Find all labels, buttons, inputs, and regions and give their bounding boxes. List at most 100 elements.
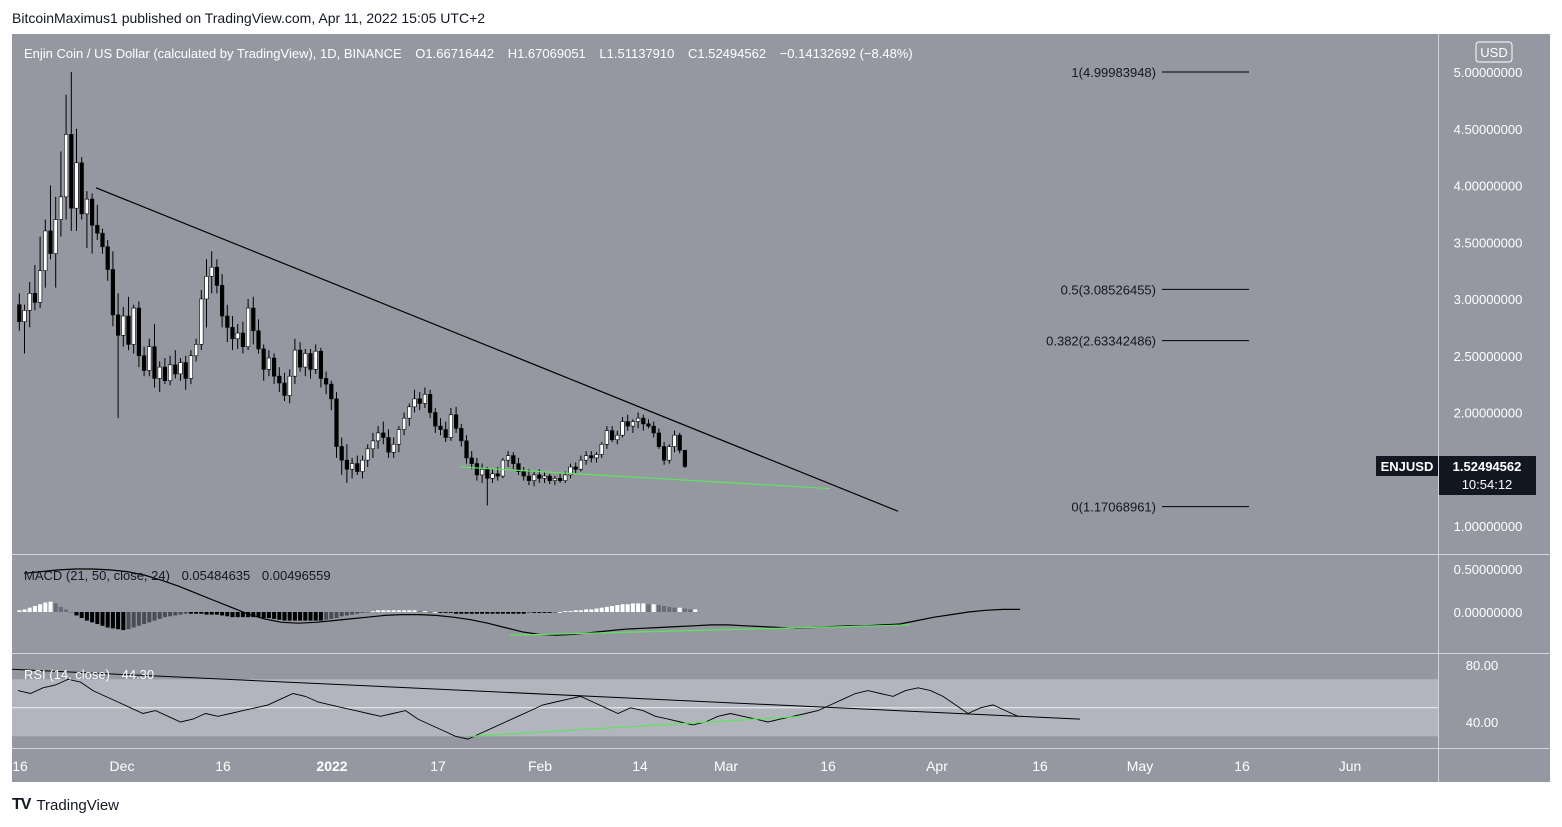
- macd-histogram-bar: [677, 607, 682, 612]
- macd-histogram-bar: [594, 608, 599, 612]
- macd-histogram-bar: [121, 612, 126, 631]
- macd-histogram-bar: [32, 605, 37, 612]
- macd-histogram-bar: [240, 612, 245, 618]
- candle-down: [152, 346, 157, 379]
- price-axis-tick: 4.50000000: [1454, 122, 1523, 137]
- macd-histogram-bar: [443, 612, 448, 613]
- candle-up: [246, 307, 251, 347]
- candle-down: [651, 425, 656, 434]
- price-axis-tick: 2.50000000: [1454, 349, 1523, 364]
- macd-histogram-bar: [339, 612, 344, 617]
- macd-histogram-bar: [277, 612, 282, 620]
- fib-level-label: 0.5(3.08526455): [1061, 282, 1156, 297]
- candle-up: [500, 459, 506, 477]
- rsi-divergence-line: [471, 715, 803, 737]
- macd-histogram-bar: [344, 612, 349, 616]
- drawings-group[interactable]: [95, 187, 899, 512]
- macd-histogram-bar: [64, 609, 69, 612]
- footer-brand[interactable]: TV TradingView: [12, 796, 119, 814]
- time-axis-tick: 16: [1234, 758, 1250, 774]
- time-axis-tick: Apr: [926, 758, 948, 774]
- macd-histogram-bar: [48, 601, 53, 612]
- candle-up: [303, 353, 308, 368]
- macd-histogram-bar: [402, 610, 407, 612]
- macd-histogram-bar: [474, 612, 479, 614]
- candle-up: [672, 434, 677, 447]
- candle-up: [667, 446, 672, 461]
- macd-histogram-bar: [495, 612, 500, 614]
- macd-histogram-bar: [407, 610, 412, 612]
- candle-down: [48, 230, 53, 254]
- candle-up: [490, 473, 495, 479]
- macd-histogram-bar: [173, 612, 178, 616]
- fibonacci-levels[interactable]: 1(4.99983948) 0.5(3.08526455) 0.382(2.6334…: [1046, 65, 1249, 515]
- macd-histogram-bar: [448, 612, 453, 613]
- candle-up: [58, 196, 63, 220]
- macd-histogram-bar: [672, 607, 677, 612]
- macd-histogram-bar: [209, 612, 214, 615]
- macd-histogram-bar: [214, 612, 219, 615]
- price-axis-tick: 4.00000000: [1454, 179, 1523, 194]
- macd-histogram-bar: [360, 612, 365, 613]
- macd-histogram-bar: [552, 612, 557, 613]
- macd-histogram-bar: [17, 610, 22, 612]
- time-axis-panel[interactable]: [12, 749, 1550, 782]
- candle-up: [178, 362, 183, 375]
- macd-histogram-bar: [365, 612, 370, 613]
- last-price: 1.52494562: [1453, 459, 1522, 474]
- macd-histogram-bar: [178, 612, 183, 615]
- time-axis-tick: Jun: [1339, 758, 1362, 774]
- candle-up: [204, 276, 209, 300]
- macd-histogram-bar: [573, 610, 578, 612]
- candle-down: [136, 307, 141, 357]
- chart-frame[interactable]: 1(4.99983948) 0.5(3.08526455) 0.382(2.6334…: [11, 34, 1550, 782]
- candle-up: [74, 162, 79, 209]
- time-axis-tick: 2022: [316, 758, 347, 774]
- rsi-group: [11, 668, 1081, 740]
- candle-down: [110, 269, 115, 316]
- macd-histogram-bar: [355, 612, 360, 614]
- price-axis-ticks: 5.00000000 4.50000000 4.00000000 3.50000000…: [1454, 65, 1523, 730]
- macd-histogram-bar: [69, 612, 74, 613]
- price-axis-panel[interactable]: [1439, 34, 1550, 748]
- candle-down: [79, 162, 84, 215]
- time-axis-tick: Mar: [714, 758, 738, 774]
- macd-histogram-bar: [303, 612, 308, 621]
- candle-up: [599, 443, 604, 455]
- macd-histogram-bar: [313, 612, 318, 621]
- candles-group[interactable]: [17, 72, 687, 506]
- candle-up: [131, 307, 136, 345]
- price-axis-tick: 5.00000000: [1454, 65, 1523, 80]
- footer-brand-name[interactable]: TradingView: [36, 796, 119, 814]
- macd-histogram-bar: [147, 612, 152, 623]
- macd-histogram-bar: [152, 612, 157, 621]
- price-pane[interactable]: [12, 34, 1438, 554]
- macd-histogram-bar: [350, 612, 355, 615]
- tradingview-logo-icon[interactable]: TV: [12, 796, 31, 813]
- candle-up: [365, 448, 370, 461]
- currency-button[interactable]: USD: [1480, 45, 1507, 60]
- candle-down: [323, 378, 329, 385]
- macd-histogram-bar: [131, 612, 136, 628]
- macd-histogram-bar: [516, 612, 521, 614]
- candle-up: [235, 332, 240, 340]
- rsi-legend: RSI (14, close) 44.30: [24, 667, 154, 682]
- macd-histogram-bar: [204, 612, 209, 615]
- candle-down: [485, 468, 490, 479]
- macd-histogram-bar: [79, 612, 84, 619]
- fib-level-label: 0(1.17068961): [1071, 500, 1156, 515]
- macd-pane[interactable]: [12, 555, 1438, 653]
- candle-down: [547, 475, 552, 481]
- candle-down: [271, 357, 277, 377]
- candle-down: [661, 446, 667, 461]
- candle-down: [469, 457, 474, 464]
- candle-down: [230, 327, 235, 340]
- macd-histogram-bar: [43, 602, 48, 612]
- macd-histogram-bar: [490, 612, 495, 614]
- currency-button-box[interactable]: [1475, 41, 1513, 63]
- chart-svg[interactable]: 1(4.99983948) 0.5(3.08526455) 0.382(2.6334…: [11, 34, 1550, 782]
- candle-down: [173, 364, 178, 375]
- price-axis-tick: 3.00000000: [1454, 292, 1523, 307]
- candle-up: [505, 455, 511, 461]
- time-axis-tick: Feb: [528, 758, 552, 774]
